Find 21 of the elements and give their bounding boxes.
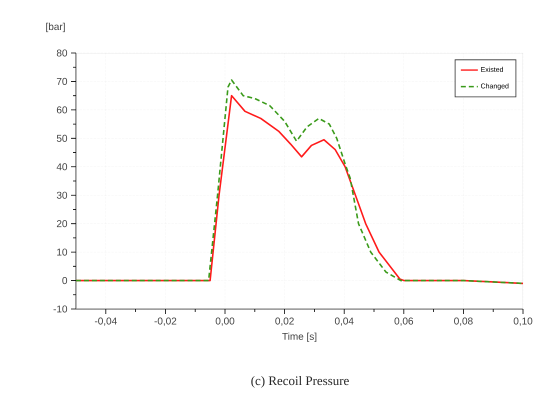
x-tick-label: 0,04 (334, 318, 354, 326)
x-tick-label: 0,08 (454, 318, 473, 326)
y-tick-label: 70 (56, 78, 68, 85)
x-axis-title: Time [s] (282, 332, 316, 342)
y-tick-label: 20 (56, 220, 68, 228)
x-tick-label: 0,02 (275, 318, 294, 326)
y-tick-label: 50 (56, 134, 68, 142)
text: (c) Recoil Pressure (251, 376, 349, 388)
x-tick-label: 0,10 (514, 318, 532, 326)
y-tick-label: 40 (56, 163, 68, 170)
x-tick-label: 0,06 (394, 318, 414, 326)
x-tick-label: 0,00 (216, 318, 234, 326)
x-tick-label: -0,04 (94, 318, 117, 326)
y-axis-title: [bar] (46, 22, 65, 32)
y-tick-label: 10 (57, 248, 68, 256)
y-tick-label: 0 (62, 277, 68, 284)
y-tick-label: 30 (56, 192, 68, 199)
x-tick-label: -0,02 (154, 318, 176, 326)
y-tick-label: -10 (54, 305, 68, 313)
y-tick-label: 80 (56, 49, 68, 57)
y-tick-label: 60 (56, 106, 68, 114)
